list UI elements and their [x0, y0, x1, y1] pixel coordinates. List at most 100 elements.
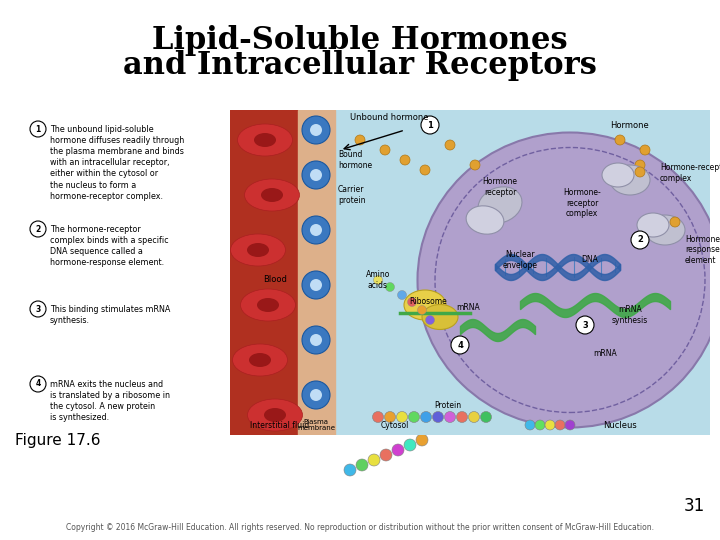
- Circle shape: [426, 315, 434, 325]
- Circle shape: [451, 336, 469, 354]
- Ellipse shape: [466, 206, 504, 234]
- Circle shape: [555, 420, 565, 430]
- Text: Amino
acids: Amino acids: [366, 271, 390, 289]
- Text: and Intracellular Receptors: and Intracellular Receptors: [123, 50, 597, 81]
- Circle shape: [640, 145, 650, 155]
- Text: Interstitial fluid: Interstitial fluid: [251, 421, 310, 429]
- Circle shape: [408, 411, 420, 422]
- Text: mRNA
synthesis: mRNA synthesis: [612, 305, 648, 325]
- Circle shape: [30, 301, 46, 317]
- Circle shape: [368, 454, 380, 466]
- Ellipse shape: [602, 163, 634, 187]
- Ellipse shape: [257, 298, 279, 312]
- Text: Hormone-
response
element: Hormone- response element: [685, 235, 720, 265]
- Text: Protein: Protein: [434, 401, 462, 409]
- Text: Cytosol: Cytosol: [381, 421, 409, 429]
- Text: mRNA: mRNA: [456, 302, 480, 312]
- Circle shape: [302, 326, 330, 354]
- Text: Carrier
protein: Carrier protein: [338, 185, 366, 205]
- Circle shape: [392, 444, 404, 456]
- Circle shape: [302, 116, 330, 144]
- Ellipse shape: [264, 408, 286, 422]
- Circle shape: [615, 135, 625, 145]
- Text: Copyright © 2016 McGraw-Hill Education. All rights reserved. No reproduction or : Copyright © 2016 McGraw-Hill Education. …: [66, 523, 654, 532]
- Ellipse shape: [645, 215, 685, 245]
- Text: The unbound lipid-soluble
hormone diffuses readily through
the plasma membrane a: The unbound lipid-soluble hormone diffus…: [50, 125, 184, 200]
- Text: 4: 4: [457, 341, 463, 349]
- Polygon shape: [230, 110, 302, 435]
- Ellipse shape: [637, 213, 669, 237]
- Circle shape: [380, 449, 392, 461]
- Circle shape: [310, 389, 322, 401]
- Circle shape: [470, 160, 480, 170]
- Text: 3: 3: [35, 305, 40, 314]
- Circle shape: [565, 420, 575, 430]
- Circle shape: [469, 411, 480, 422]
- Text: Figure 17.6: Figure 17.6: [15, 433, 101, 448]
- Text: 2: 2: [637, 235, 643, 245]
- Text: Unbound hormone: Unbound hormone: [350, 112, 428, 122]
- Circle shape: [576, 316, 594, 334]
- Ellipse shape: [247, 243, 269, 257]
- Ellipse shape: [238, 124, 292, 156]
- Circle shape: [418, 306, 426, 314]
- Circle shape: [416, 434, 428, 446]
- Text: Hormone-receptor
complex: Hormone-receptor complex: [660, 163, 720, 183]
- Text: 3: 3: [582, 321, 588, 329]
- Polygon shape: [230, 110, 330, 435]
- Circle shape: [384, 411, 395, 422]
- Circle shape: [356, 459, 368, 471]
- Text: mRNA: mRNA: [593, 348, 617, 357]
- Circle shape: [397, 291, 407, 300]
- Text: Ribosome: Ribosome: [409, 298, 447, 307]
- Ellipse shape: [418, 132, 720, 428]
- Ellipse shape: [230, 234, 286, 266]
- Text: Nuclear
envelope: Nuclear envelope: [503, 251, 538, 269]
- Ellipse shape: [422, 305, 458, 329]
- Circle shape: [385, 282, 395, 292]
- Ellipse shape: [248, 399, 302, 431]
- Text: Bound
hormone: Bound hormone: [338, 150, 372, 170]
- Circle shape: [380, 145, 390, 155]
- Circle shape: [408, 298, 416, 307]
- Text: The hormone-receptor
complex binds with a specific
DNA sequence called a
hormone: The hormone-receptor complex binds with …: [50, 225, 168, 267]
- Circle shape: [310, 334, 322, 346]
- Circle shape: [400, 155, 410, 165]
- Circle shape: [420, 411, 431, 422]
- Text: Blood: Blood: [263, 275, 287, 285]
- Text: Hormone
receptor: Hormone receptor: [482, 177, 518, 197]
- Circle shape: [30, 121, 46, 137]
- Text: 31: 31: [684, 497, 705, 515]
- Ellipse shape: [245, 179, 300, 211]
- Circle shape: [372, 411, 384, 422]
- Text: 1: 1: [427, 120, 433, 130]
- Text: 2: 2: [35, 225, 40, 233]
- Text: Hormone: Hormone: [610, 120, 649, 130]
- Text: Hormone-
receptor
complex: Hormone- receptor complex: [563, 188, 601, 218]
- Circle shape: [310, 169, 322, 181]
- Circle shape: [302, 271, 330, 299]
- Circle shape: [302, 381, 330, 409]
- Text: Plasma
membrane: Plasma membrane: [297, 418, 335, 431]
- Ellipse shape: [404, 290, 446, 320]
- Circle shape: [404, 439, 416, 451]
- Circle shape: [444, 411, 456, 422]
- Circle shape: [635, 167, 645, 177]
- Text: This binding stimulates mRNA
synthesis.: This binding stimulates mRNA synthesis.: [50, 305, 171, 325]
- Circle shape: [30, 376, 46, 392]
- Text: 4: 4: [35, 380, 40, 388]
- Text: Lipid-Soluble Hormones: Lipid-Soluble Hormones: [152, 25, 568, 56]
- Circle shape: [30, 221, 46, 237]
- Circle shape: [480, 411, 492, 422]
- Text: DNA: DNA: [582, 255, 598, 265]
- Circle shape: [421, 116, 439, 134]
- Ellipse shape: [261, 188, 283, 202]
- Circle shape: [545, 420, 555, 430]
- Ellipse shape: [233, 344, 287, 376]
- Circle shape: [535, 420, 545, 430]
- Text: 1: 1: [35, 125, 40, 133]
- Ellipse shape: [249, 353, 271, 367]
- Circle shape: [433, 411, 444, 422]
- Circle shape: [302, 216, 330, 244]
- Circle shape: [525, 420, 535, 430]
